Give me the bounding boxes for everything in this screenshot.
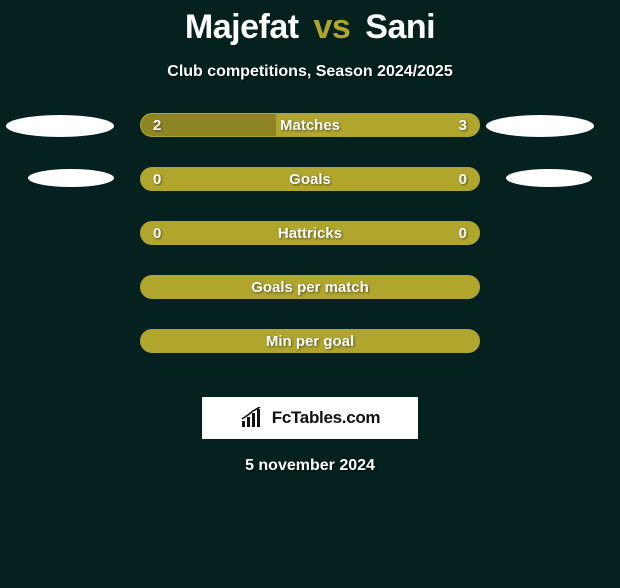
stat-label: Matches	[141, 114, 479, 138]
stat-label: Hattricks	[141, 222, 479, 246]
stat-row: Goals0 0	[0, 165, 620, 211]
title-player2: Sani	[365, 8, 435, 46]
stat-row: Hattricks0 0	[0, 219, 620, 265]
team-logo-left	[6, 115, 114, 137]
brand-badge: FcTables.com	[202, 397, 418, 439]
team-logo-right	[506, 169, 592, 187]
stat-value-right: 0	[459, 222, 467, 246]
stat-value-right: 3	[459, 114, 467, 138]
stat-row: Min per goal	[0, 327, 620, 373]
brand-chart-icon	[240, 407, 266, 429]
stat-label: Goals per match	[141, 276, 479, 300]
stat-label: Min per goal	[141, 330, 479, 354]
title-player1: Majefat	[185, 8, 299, 46]
stat-row: Goals per match	[0, 273, 620, 319]
brand-text: FcTables.com	[272, 408, 381, 428]
stats-rows: Matches23Goals00Hattricks00Goals per mat…	[0, 111, 620, 373]
stat-bar: Goals0 0	[140, 167, 480, 191]
stat-bar: Hattricks0 0	[140, 221, 480, 245]
page-title: Majefat vs Sani	[0, 8, 620, 47]
stat-row: Matches2 3	[0, 111, 620, 157]
team-logo-right	[486, 115, 594, 137]
stat-value-left: 2	[153, 114, 161, 138]
stat-bar: Min per goal	[140, 329, 480, 353]
footer-date: 5 november 2024	[0, 457, 620, 475]
title-vs: vs	[314, 8, 351, 46]
team-logo-left	[28, 169, 114, 187]
stat-bar: Matches2 3	[140, 113, 480, 137]
subtitle: Club competitions, Season 2024/2025	[0, 63, 620, 81]
stat-value-left: 0	[153, 222, 161, 246]
stat-bar: Goals per match	[140, 275, 480, 299]
stat-value-right: 0	[459, 168, 467, 192]
stat-value-left: 0	[153, 168, 161, 192]
stat-label: Goals	[141, 168, 479, 192]
